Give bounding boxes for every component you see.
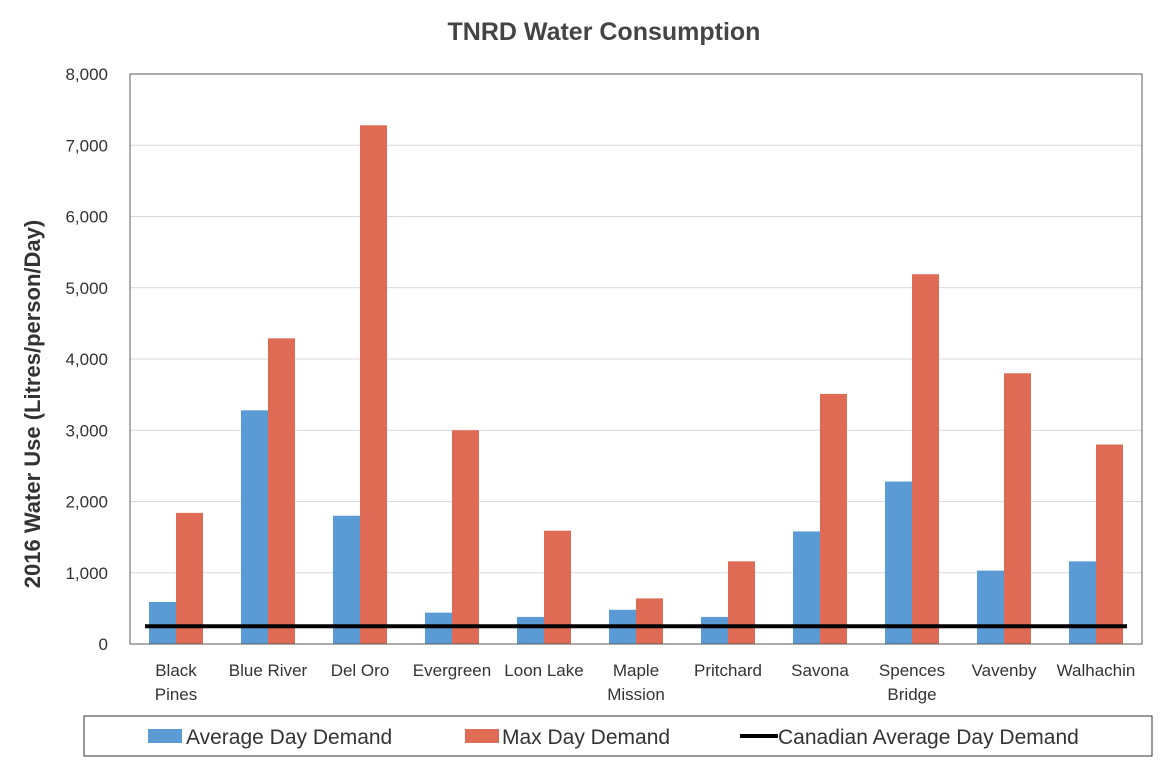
legend-swatch-max-day-demand <box>465 729 499 743</box>
y-tick-label: 7,000 <box>65 136 108 155</box>
bar-max-day-demand-black-pines <box>176 512 203 644</box>
bar-average-day-demand-blue-river <box>241 410 268 644</box>
bar-max-day-demand-vavenby <box>1004 373 1031 644</box>
legend-label-canadian-average-day-demand: Canadian Average Day Demand <box>778 726 1079 749</box>
x-tick-label: Loon Lake <box>504 661 583 680</box>
bar-max-day-demand-walhachin <box>1096 444 1123 644</box>
legend: Average Day Demand Max Day Demand Canadi… <box>83 715 1153 757</box>
bars <box>149 125 1123 645</box>
bar-max-day-demand-savona <box>820 393 847 644</box>
bar-max-day-demand-evergreen <box>452 430 479 644</box>
y-tick-label: 6,000 <box>65 208 108 227</box>
plot-frame <box>129 73 1143 645</box>
bar-average-day-demand-del-oro <box>333 515 360 644</box>
legend-swatch-average-day-demand <box>148 729 182 743</box>
y-tick-label: 5,000 <box>65 279 108 298</box>
bar-max-day-demand-blue-river <box>268 338 295 644</box>
bar-average-day-demand-loon-lake <box>517 616 544 644</box>
bar-max-day-demand-maple-mission <box>636 598 663 644</box>
y-axis-label: 2016 Water Use (Litres/person/Day) <box>20 220 45 588</box>
x-tick-label: Del Oro <box>331 661 390 680</box>
bar-average-day-demand-walhachin <box>1069 561 1096 644</box>
legend-label-max-day-demand: Max Day Demand <box>502 726 670 749</box>
y-tick-labels: 0 1,000 2,000 3,000 4,000 5,000 6,000 7,000 8,00… <box>65 65 108 654</box>
x-tick-label: Spences Bridge <box>879 661 945 704</box>
x-tick-label: Blue River <box>229 661 308 680</box>
chart-title: TNRD Water Consumption <box>448 18 761 46</box>
bar-max-day-demand-del-oro <box>360 125 387 645</box>
y-tick-label: 1,000 <box>65 564 108 583</box>
legend-label-average-day-demand: Average Day Demand <box>186 726 392 749</box>
x-tick-label: Black Pines <box>155 661 198 704</box>
x-tick-label: Walhachin <box>1057 661 1136 680</box>
bar-max-day-demand-spences-bridge <box>912 274 939 644</box>
y-tick-label: 2,000 <box>65 493 108 512</box>
x-tick-label: Savona <box>791 661 849 680</box>
bar-average-day-demand-black-pines <box>149 601 176 644</box>
x-tick-label: Maple Mission <box>607 661 665 704</box>
bar-average-day-demand-pritchard <box>701 616 728 644</box>
bar-average-day-demand-evergreen <box>425 612 452 644</box>
x-tick-label: Vavenby <box>972 661 1037 680</box>
grid-lines <box>130 144 1142 574</box>
bar-max-day-demand-pritchard <box>728 561 755 644</box>
y-tick-label: 4,000 <box>65 350 108 369</box>
y-tick-label: 8,000 <box>65 65 108 84</box>
y-tick-label: 0 <box>99 635 108 654</box>
x-tick-label: Pritchard <box>694 661 762 680</box>
x-tick-labels: Black Pines Blue River Del Oro Evergreen Loon… <box>155 661 1136 704</box>
bar-average-day-demand-vavenby <box>977 570 1004 644</box>
legend-frame <box>83 715 1153 757</box>
x-tick-label: Evergreen <box>413 661 491 680</box>
y-tick-label: 3,000 <box>65 421 108 440</box>
bar-average-day-demand-spences-bridge <box>885 481 912 644</box>
